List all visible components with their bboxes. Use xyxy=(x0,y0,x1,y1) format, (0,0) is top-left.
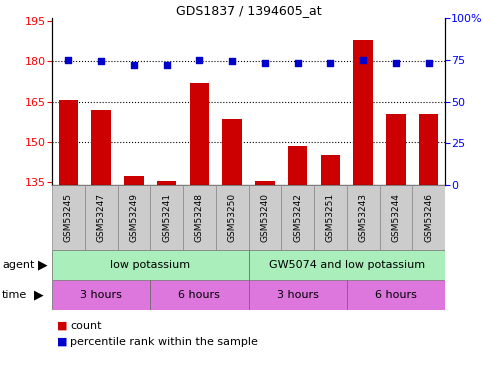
Bar xyxy=(124,176,144,185)
Text: low potassium: low potassium xyxy=(110,260,190,270)
Bar xyxy=(386,114,406,185)
Bar xyxy=(85,185,117,250)
Text: count: count xyxy=(70,321,101,331)
Bar xyxy=(380,185,412,250)
Text: GSM53248: GSM53248 xyxy=(195,193,204,242)
Bar xyxy=(314,185,347,250)
Text: time: time xyxy=(2,290,27,300)
Point xyxy=(228,58,236,64)
Bar xyxy=(117,185,150,250)
Text: GSM53246: GSM53246 xyxy=(424,193,433,242)
Bar xyxy=(347,280,445,310)
Bar xyxy=(347,185,380,250)
Text: GSM53241: GSM53241 xyxy=(162,193,171,242)
Point xyxy=(359,57,367,63)
Text: GSM53245: GSM53245 xyxy=(64,193,73,242)
Text: ▶: ▶ xyxy=(34,288,43,302)
Text: GSM53244: GSM53244 xyxy=(391,193,400,242)
Bar xyxy=(183,185,216,250)
Text: GSM53240: GSM53240 xyxy=(260,193,270,242)
Point xyxy=(392,60,400,66)
Text: 3 hours: 3 hours xyxy=(277,290,319,300)
Point xyxy=(163,62,170,68)
Bar xyxy=(150,280,248,310)
Bar xyxy=(216,185,248,250)
Point xyxy=(261,60,269,66)
Title: GDS1837 / 1394605_at: GDS1837 / 1394605_at xyxy=(176,4,321,17)
Text: GW5074 and low potassium: GW5074 and low potassium xyxy=(269,260,425,270)
Text: GSM53247: GSM53247 xyxy=(97,193,106,242)
Point xyxy=(327,60,334,66)
Bar xyxy=(248,250,445,280)
Bar xyxy=(419,114,439,185)
Text: ■: ■ xyxy=(57,321,68,331)
Text: 6 hours: 6 hours xyxy=(375,290,417,300)
Point xyxy=(130,62,138,68)
Point xyxy=(97,58,105,64)
Bar xyxy=(189,82,209,185)
Bar xyxy=(248,185,281,250)
Text: agent: agent xyxy=(2,260,34,270)
Text: percentile rank within the sample: percentile rank within the sample xyxy=(70,337,258,347)
Bar xyxy=(52,280,150,310)
Text: GSM53249: GSM53249 xyxy=(129,193,138,242)
Bar xyxy=(288,146,308,185)
Text: ■: ■ xyxy=(57,337,68,347)
Point xyxy=(196,57,203,63)
Bar xyxy=(91,110,111,185)
Bar xyxy=(52,185,85,250)
Point xyxy=(425,60,432,66)
Bar xyxy=(248,280,347,310)
Bar xyxy=(150,185,183,250)
Point xyxy=(294,60,301,66)
Bar xyxy=(58,100,78,185)
Bar xyxy=(281,185,314,250)
Text: 3 hours: 3 hours xyxy=(80,290,122,300)
Text: ▶: ▶ xyxy=(38,258,48,272)
Bar xyxy=(353,39,373,185)
Text: GSM53243: GSM53243 xyxy=(358,193,368,242)
Text: GSM53250: GSM53250 xyxy=(227,193,237,242)
Point xyxy=(65,57,72,63)
Text: GSM53251: GSM53251 xyxy=(326,193,335,242)
Text: GSM53242: GSM53242 xyxy=(293,193,302,242)
Bar xyxy=(412,185,445,250)
Text: 6 hours: 6 hours xyxy=(178,290,220,300)
Bar xyxy=(52,250,248,280)
Bar xyxy=(321,155,340,185)
Bar xyxy=(157,181,176,185)
Bar xyxy=(255,181,275,185)
Bar xyxy=(222,119,242,185)
